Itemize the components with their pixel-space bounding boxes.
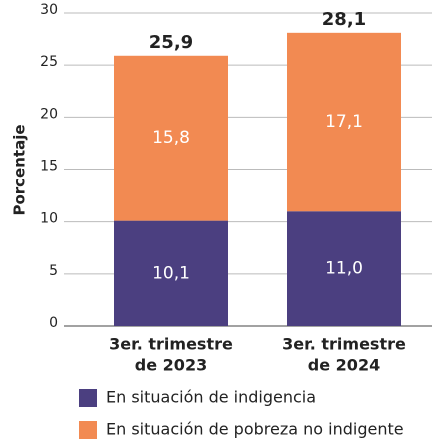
total-label: 28,1 bbox=[322, 9, 366, 30]
y-tick-label: 0 bbox=[49, 315, 58, 331]
y-tick-label: 15 bbox=[40, 159, 58, 175]
x-tick-label: 3er. trimestre bbox=[109, 335, 233, 354]
value-label: 15,8 bbox=[152, 128, 190, 148]
legend-swatch bbox=[79, 421, 97, 439]
legend-swatch bbox=[79, 389, 97, 407]
y-axis-label: Porcentaje bbox=[11, 124, 29, 215]
x-tick-label: 3er. trimestre bbox=[282, 335, 406, 354]
bar-segment bbox=[287, 32, 401, 212]
bar-segment bbox=[114, 220, 228, 326]
value-label: 11,0 bbox=[325, 259, 363, 279]
value-label: 10,1 bbox=[152, 263, 190, 283]
x-tick-label: de 2023 bbox=[135, 356, 207, 375]
legend-label: En situación de pobreza no indigente bbox=[106, 420, 404, 439]
y-tick-label: 20 bbox=[40, 106, 58, 122]
total-label: 25,9 bbox=[149, 32, 193, 53]
y-tick-label: 25 bbox=[40, 54, 58, 70]
legend-label: En situación de indigencia bbox=[106, 388, 316, 407]
x-tick-label: de 2024 bbox=[308, 356, 380, 375]
y-tick-label: 10 bbox=[40, 211, 58, 227]
bar-segment bbox=[287, 211, 401, 326]
y-tick-label: 5 bbox=[49, 263, 58, 279]
value-label: 17,1 bbox=[325, 112, 363, 132]
bar-segment bbox=[114, 55, 228, 221]
y-tick-label: 30 bbox=[40, 2, 58, 18]
